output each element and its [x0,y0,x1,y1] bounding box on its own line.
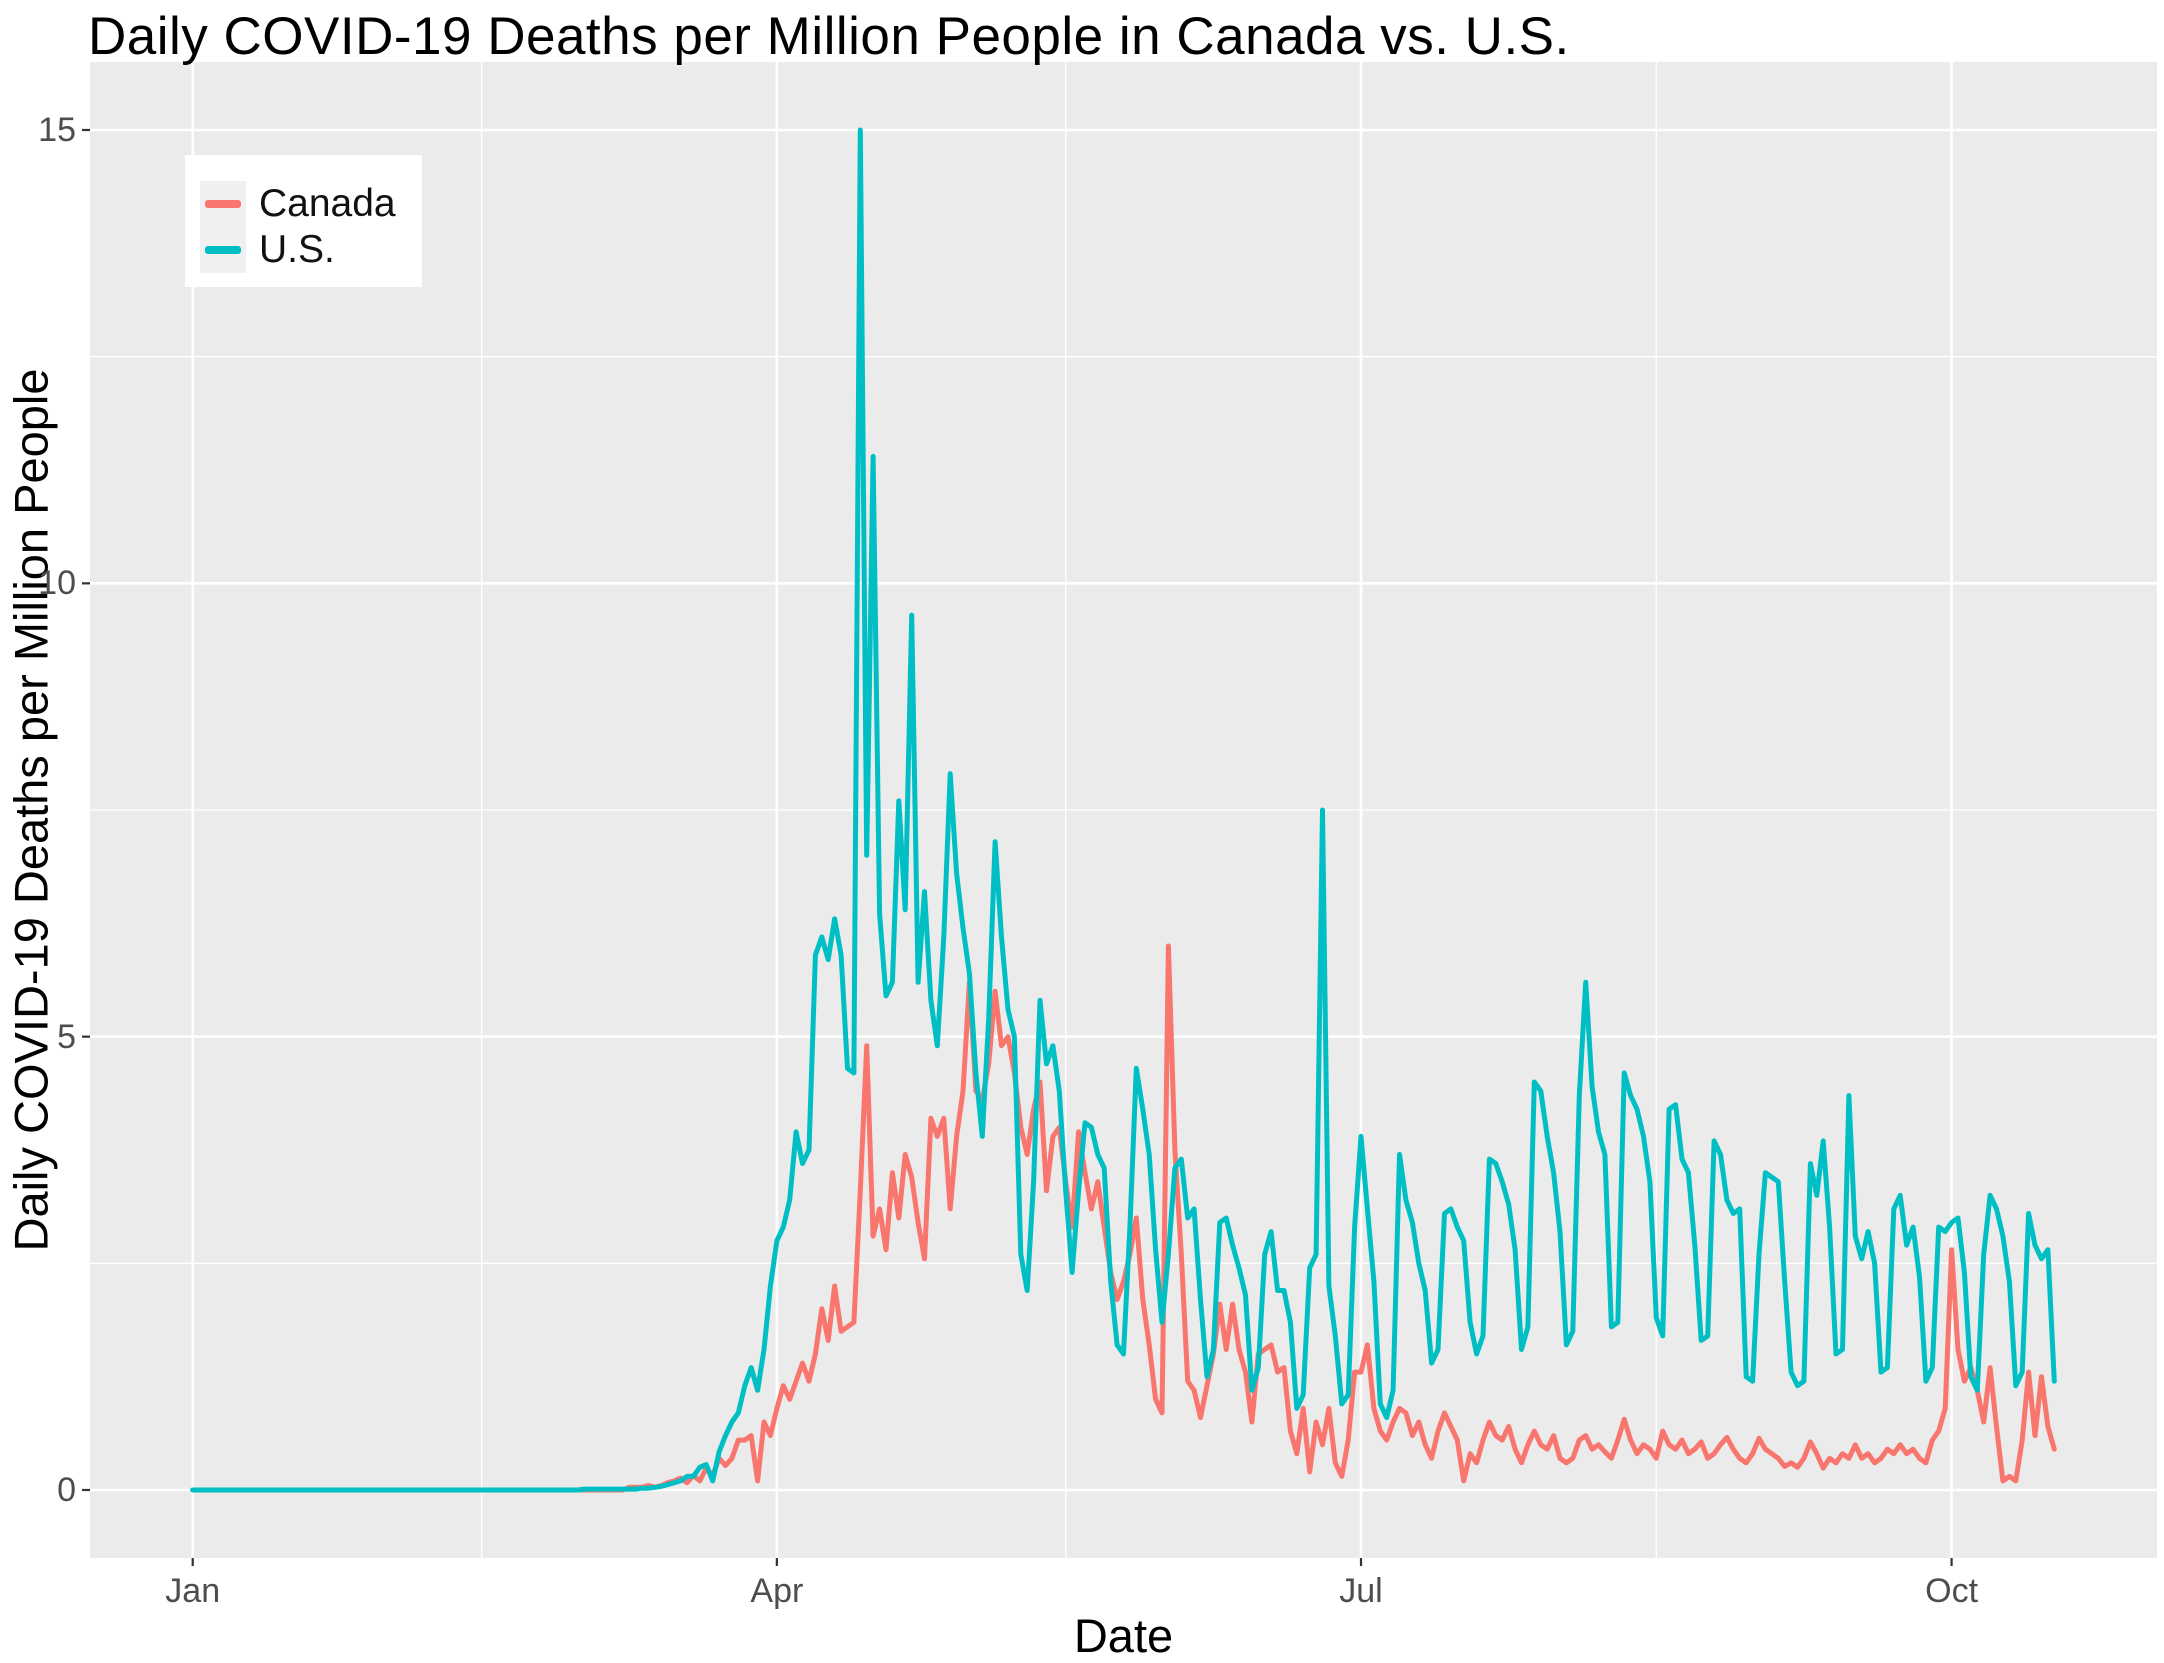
y-tick-label: 0 [57,1471,76,1509]
chart-title: Daily COVID-19 Deaths per Million People… [88,7,1570,66]
legend-row-us: U.S. [200,227,396,273]
x-tick-label: Jul [1339,1572,1383,1610]
us-line-swatch [205,246,241,254]
y-tick-label: 15 [38,111,76,149]
legend-key-us [200,227,246,273]
y-axis-title: Daily COVID-19 Deaths per Million People [4,368,58,1252]
y-tick-label: 10 [38,564,76,603]
canada-line-swatch [205,200,241,208]
legend-key-canada [200,181,246,227]
legend-label-us: U.S. [259,228,335,271]
x-tick-label: Jan [165,1572,221,1610]
x-axis-title: Date [1073,1609,1174,1662]
legend: Canada U.S. [185,155,422,287]
legend-label-canada: Canada [259,182,396,225]
x-tick-label: Apr [750,1572,804,1610]
y-tick-label: 5 [57,1017,76,1056]
legend-row-canada: Canada [200,181,396,227]
us-data-line [190,127,2057,1493]
x-tick-label: Oct [1925,1572,1979,1610]
